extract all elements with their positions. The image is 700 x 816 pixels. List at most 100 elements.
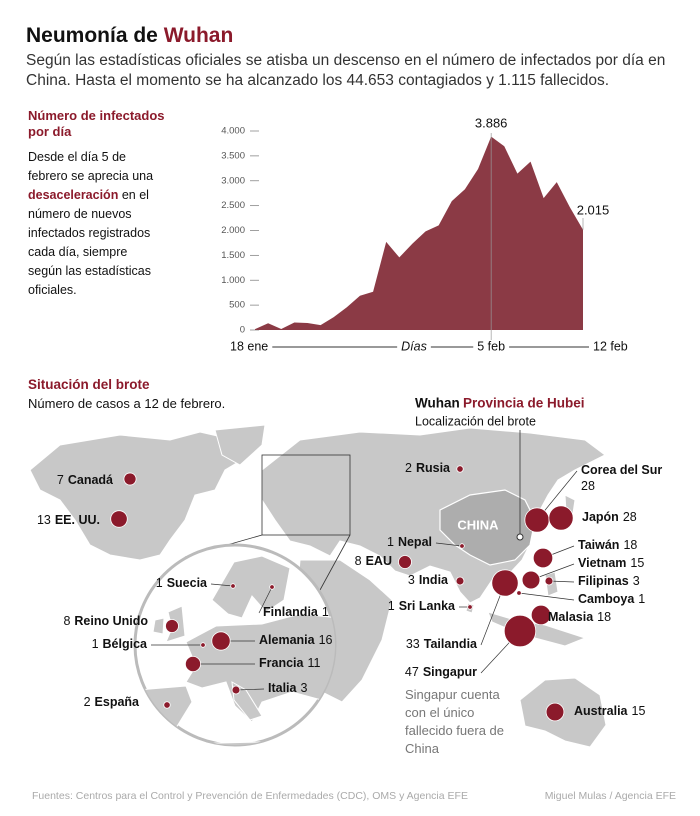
- case-count: 2: [84, 695, 91, 709]
- title: Neumonía de Wuhan: [26, 24, 233, 48]
- country-label: Finlandia 1: [263, 605, 329, 619]
- y-tick-label: 500: [229, 300, 245, 311]
- bubble: [456, 465, 464, 473]
- label-bg: [589, 339, 632, 354]
- leader: [518, 592, 575, 601]
- area: [255, 136, 583, 330]
- bubble: [165, 619, 179, 633]
- bubble: [545, 702, 565, 722]
- country-name: Corea del Sur: [581, 463, 662, 477]
- y-tick-label: 1.000: [221, 275, 245, 286]
- land: [214, 424, 266, 466]
- case-count: 1: [322, 605, 329, 619]
- country-name: Filipinas: [578, 574, 629, 588]
- case-count: 33: [406, 637, 420, 651]
- country-name: India: [419, 573, 449, 587]
- bubble: [524, 507, 550, 533]
- country-label: 13 EE. UU.: [37, 513, 100, 527]
- y-tick-label: 4.000: [221, 126, 245, 137]
- country-label: 3 India: [408, 573, 449, 587]
- y-tick-label: 0: [240, 325, 245, 336]
- country-label: Taiwán 18: [578, 538, 637, 552]
- country-name: EAU: [366, 554, 392, 568]
- x-tick-label: Días: [401, 339, 427, 353]
- map-subtitle: Número de casos a 12 de febrero.: [28, 396, 226, 411]
- country-name: Singapur: [423, 665, 477, 679]
- case-count: 28: [581, 479, 595, 493]
- bubble: [200, 642, 206, 648]
- bubble: [230, 583, 236, 589]
- case-count: 3: [301, 681, 308, 695]
- country-name: Japón: [582, 510, 619, 524]
- country-label: Francia 11: [259, 656, 320, 670]
- country-name: España: [95, 695, 141, 709]
- country-label: Japón 28: [582, 510, 637, 524]
- leader: [258, 586, 273, 614]
- case-count: 18: [597, 610, 611, 624]
- sources: Fuentes: Centros para el Control y Preve…: [32, 790, 468, 802]
- country-label: 47 Singapur: [405, 665, 477, 679]
- country-label: Malasia 18: [548, 610, 611, 624]
- land: [152, 617, 165, 635]
- case-count: 13: [37, 513, 51, 527]
- country-name: Finlandia: [263, 605, 319, 619]
- bubble: [491, 569, 519, 597]
- bubble: [503, 614, 537, 648]
- y-tick-label: 3.000: [221, 175, 245, 186]
- country-name: Camboya: [578, 592, 635, 606]
- wuhan-dot: [516, 533, 524, 541]
- y-tick-label: 2.000: [221, 225, 245, 236]
- caption: Localización del brote: [415, 414, 536, 428]
- bubble: [516, 590, 522, 596]
- leader: [235, 688, 265, 691]
- bubble: [123, 472, 137, 486]
- bubble: [269, 584, 275, 590]
- country-name: Canadá: [68, 473, 113, 487]
- label-bg: [226, 339, 273, 354]
- country-label: Australia 15: [574, 704, 645, 718]
- y-tick-label: 1.500: [221, 250, 245, 261]
- country-label: Camboya 1: [578, 592, 645, 606]
- country-name: Sri Lanka: [399, 599, 456, 613]
- leader: [435, 542, 463, 547]
- country-name: Malasia: [548, 610, 594, 624]
- bubble: [184, 655, 202, 673]
- country-label: 2 España: [84, 695, 140, 709]
- country-name: Reino Unido: [74, 614, 148, 628]
- country-label: 7 Canadá: [57, 473, 113, 487]
- china-label: CHINA: [457, 517, 499, 532]
- country-name: Taiwán: [578, 538, 619, 552]
- value-label: 2.015: [577, 202, 610, 217]
- country-label: 8 EAU: [355, 554, 392, 568]
- country-name: Bélgica: [103, 637, 149, 651]
- zoom-line: [319, 534, 351, 591]
- bubble: [455, 576, 465, 586]
- bubble: [467, 604, 473, 610]
- country-name: Tailandia: [424, 637, 478, 651]
- country-label: 33 Tailandia: [406, 637, 478, 651]
- bubble: [231, 685, 241, 695]
- case-count: 7: [57, 473, 64, 487]
- country-name: Suecia: [167, 576, 208, 590]
- bubble: [398, 555, 412, 569]
- case-count: 18: [623, 538, 637, 552]
- case-count: 28: [623, 510, 637, 524]
- case-count: 47: [405, 665, 419, 679]
- land: [29, 431, 251, 561]
- bubble: [163, 701, 171, 709]
- country-label: Vietnam 15: [578, 556, 644, 570]
- country-label: Filipinas 3: [578, 574, 640, 588]
- value-label: 3.886: [475, 115, 508, 130]
- text: Desde el día 5 de febrero se aprecia una: [28, 150, 154, 183]
- title-highlight: Wuhan: [163, 24, 234, 47]
- label-bg: [473, 339, 510, 354]
- country-label: 1 Bélgica: [92, 637, 148, 651]
- country-label: 2 Rusia: [405, 461, 451, 475]
- bubble: [459, 543, 465, 549]
- land: [139, 739, 335, 745]
- case-count: 16: [319, 633, 333, 647]
- bubble: [521, 570, 541, 590]
- bubble: [544, 576, 554, 586]
- label-bg: [397, 339, 431, 354]
